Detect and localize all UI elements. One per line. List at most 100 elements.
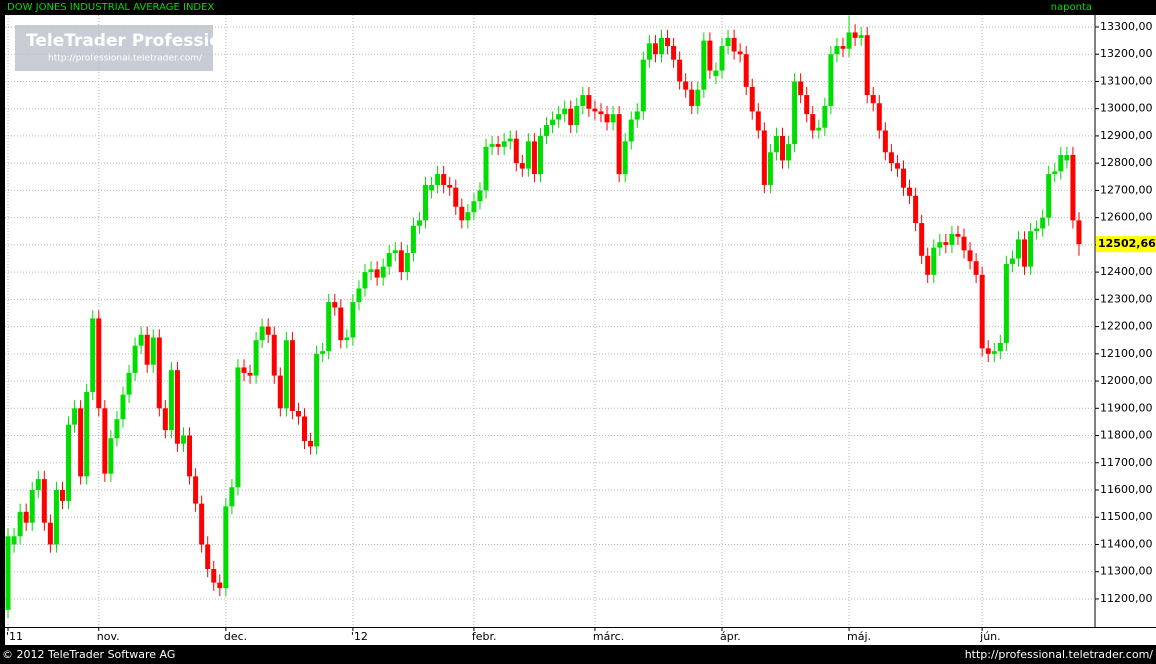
candle-body xyxy=(338,307,344,341)
candle-body xyxy=(798,81,804,96)
candle-body xyxy=(416,220,422,226)
candle-body xyxy=(949,233,955,245)
x-tick-label: '11 xyxy=(6,630,23,643)
candle-body xyxy=(380,266,386,278)
candle-body xyxy=(822,105,828,128)
candle-body xyxy=(489,144,495,147)
candle-body xyxy=(72,408,78,425)
watermark-box xyxy=(15,25,213,71)
candle-body xyxy=(852,32,858,38)
candle-body xyxy=(17,511,23,537)
candle-body xyxy=(743,54,749,87)
candle-body xyxy=(713,70,719,77)
candle-body xyxy=(326,302,332,352)
candle-body xyxy=(265,326,271,335)
plot-area xyxy=(5,15,1095,627)
candle-body xyxy=(1076,220,1082,245)
candle-body xyxy=(495,144,501,147)
candle-body xyxy=(435,174,441,185)
candle-body xyxy=(519,163,525,169)
candle-body xyxy=(907,187,913,196)
y-tick-label: 11800,00 xyxy=(1100,429,1153,442)
candle-body xyxy=(731,37,737,52)
candle-body xyxy=(816,127,822,131)
candle-body xyxy=(168,370,174,431)
candle-body xyxy=(78,408,84,477)
candle-body xyxy=(447,184,453,188)
candle-body xyxy=(1064,154,1070,161)
candle-body xyxy=(810,114,816,131)
x-tick-label: jún. xyxy=(979,630,1001,643)
candle-body xyxy=(882,130,888,153)
y-tick-label: 12700,00 xyxy=(1100,183,1153,196)
candle-body xyxy=(616,114,622,175)
y-tick-label: 13000,00 xyxy=(1100,102,1153,115)
y-tick-label: 11400,00 xyxy=(1100,537,1153,550)
candle-body xyxy=(943,242,949,245)
candle-body xyxy=(779,135,785,161)
candle-body xyxy=(1040,217,1046,229)
candle-body xyxy=(356,288,362,303)
y-tick-label: 11300,00 xyxy=(1100,565,1153,578)
candle-body xyxy=(961,236,967,251)
candle-body xyxy=(1052,171,1058,175)
candle-body xyxy=(132,345,138,373)
candle-body xyxy=(610,114,616,123)
y-tick-label: 11600,00 xyxy=(1100,483,1153,496)
y-tick-label: 13200,00 xyxy=(1100,47,1153,60)
candle-body xyxy=(11,536,17,545)
y-tick-label: 11900,00 xyxy=(1100,401,1153,414)
candle-body xyxy=(253,340,259,376)
candle-body xyxy=(423,184,429,221)
candle-body xyxy=(477,190,483,202)
candle-body xyxy=(277,375,283,409)
candle-body xyxy=(217,582,223,589)
x-tick-label: ápr. xyxy=(720,630,741,643)
y-tick-label: 11700,00 xyxy=(1100,456,1153,469)
candle-body xyxy=(586,95,592,109)
candle-body xyxy=(144,334,150,365)
last-value-label: 12502,66 xyxy=(1098,237,1156,250)
candle-body xyxy=(59,490,65,501)
candle-body xyxy=(501,141,507,147)
y-tick-label: 13300,00 xyxy=(1100,20,1153,33)
candle-body xyxy=(187,435,193,477)
candle-body xyxy=(973,261,979,275)
candle-body xyxy=(5,536,11,610)
candle-body xyxy=(683,81,689,90)
candle-body xyxy=(755,111,761,131)
candle-body xyxy=(725,37,731,47)
candle-body xyxy=(235,367,241,488)
last-value-box xyxy=(1096,236,1156,253)
y-tick-label: 11200,00 xyxy=(1100,592,1153,605)
y-tick-label: 12100,00 xyxy=(1100,347,1153,360)
candle-body xyxy=(737,51,743,55)
candle-body xyxy=(665,37,671,47)
candle-body xyxy=(368,269,374,273)
candle-body xyxy=(1046,174,1052,218)
candle-body xyxy=(761,130,767,185)
candle-body xyxy=(1070,154,1076,221)
candle-body xyxy=(925,255,931,275)
candle-body xyxy=(652,43,658,55)
candle-body xyxy=(41,479,47,523)
candle-body xyxy=(628,119,634,142)
candle-body xyxy=(1022,239,1028,267)
candle-body xyxy=(199,503,205,545)
candle-body xyxy=(634,111,640,120)
candle-body xyxy=(858,35,864,38)
x-axis-area xyxy=(5,628,1156,645)
candle-body xyxy=(864,35,870,96)
y-tick-label: 13100,00 xyxy=(1100,74,1153,87)
candle-body xyxy=(931,247,937,275)
candle-body xyxy=(271,334,277,376)
candle-body xyxy=(247,372,253,376)
candle-body xyxy=(241,367,247,373)
y-tick-label: 12400,00 xyxy=(1100,265,1153,278)
candle-body xyxy=(314,353,320,447)
candle-body xyxy=(223,506,229,589)
candle-body xyxy=(804,95,810,115)
candle-body xyxy=(525,141,531,169)
candle-body xyxy=(574,105,580,126)
candle-body xyxy=(792,81,798,145)
